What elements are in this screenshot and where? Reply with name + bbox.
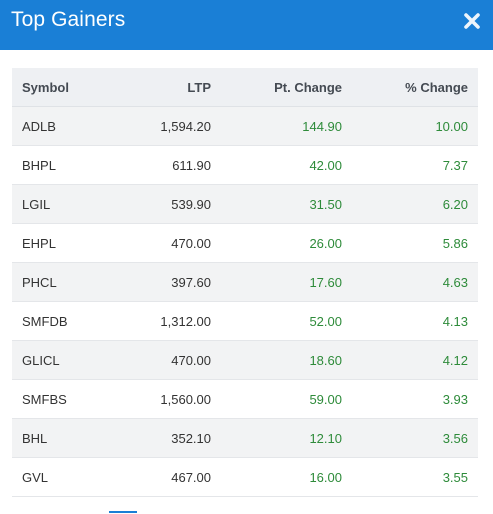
cell-ltp: 397.60 (120, 262, 221, 302)
table-row[interactable]: PHCL 397.60 17.60 4.63 (12, 262, 478, 302)
cell-pct-change: 4.12 (352, 340, 478, 380)
cell-symbol[interactable]: EHPL (12, 223, 120, 263)
gainers-table: Symbol LTP Pt. Change % Change ADLB 1,594… (12, 68, 478, 497)
cell-pct-change: 6.20 (352, 184, 478, 224)
cell-ltp: 467.00 (120, 457, 221, 497)
cell-pct-change: 10.00 (352, 106, 478, 146)
table-row[interactable]: BHL 352.10 12.10 3.56 (12, 418, 478, 458)
cell-pct-change: 7.37 (352, 145, 478, 185)
cell-symbol[interactable]: LGIL (12, 184, 120, 224)
cell-pt-change: 18.60 (221, 340, 352, 380)
cell-pt-change: 52.00 (221, 301, 352, 341)
column-header-pct-change[interactable]: % Change (352, 68, 478, 107)
cell-ltp: 611.90 (120, 145, 221, 185)
cell-ltp: 1,312.00 (120, 301, 221, 341)
table-row[interactable]: SMFBS 1,560.00 59.00 3.93 (12, 379, 478, 419)
cell-symbol[interactable]: SMFDB (12, 301, 120, 341)
table-row[interactable]: SMFDB 1,312.00 52.00 4.13 (12, 301, 478, 341)
cell-symbol[interactable]: ADLB (12, 106, 120, 146)
cell-ltp: 470.00 (120, 340, 221, 380)
cell-pt-change: 12.10 (221, 418, 352, 458)
column-header-symbol[interactable]: Symbol (12, 68, 120, 107)
cell-pct-change: 4.63 (352, 262, 478, 302)
modal-header: Top Gainers (0, 0, 493, 50)
cell-pct-change: 3.55 (352, 457, 478, 497)
modal-title: Top Gainers (11, 8, 126, 31)
cell-symbol[interactable]: BHPL (12, 145, 120, 185)
cell-pct-change: 3.56 (352, 418, 478, 458)
cell-pt-change: 26.00 (221, 223, 352, 263)
cell-ltp: 352.10 (120, 418, 221, 458)
cell-pt-change: 144.90 (221, 106, 352, 146)
table-row[interactable]: BHPL 611.90 42.00 7.37 (12, 145, 478, 185)
table-row[interactable]: GLICL 470.00 18.60 4.12 (12, 340, 478, 380)
cell-pct-change: 5.86 (352, 223, 478, 263)
gainers-table-container: Symbol LTP Pt. Change % Change ADLB 1,594… (12, 68, 478, 497)
cell-ltp: 1,594.20 (120, 106, 221, 146)
table-row[interactable]: LGIL 539.90 31.50 6.20 (12, 184, 478, 224)
cell-pt-change: 59.00 (221, 379, 352, 419)
table-row[interactable]: GVL 467.00 16.00 3.55 (12, 457, 478, 497)
cell-symbol[interactable]: SMFBS (12, 379, 120, 419)
cell-pt-change: 42.00 (221, 145, 352, 185)
table-header-row: Symbol LTP Pt. Change % Change (12, 68, 478, 107)
cell-symbol[interactable]: PHCL (12, 262, 120, 302)
cell-pt-change: 16.00 (221, 457, 352, 497)
close-icon (464, 13, 480, 29)
cell-ltp: 470.00 (120, 223, 221, 263)
cell-ltp: 539.90 (120, 184, 221, 224)
cell-symbol[interactable]: BHL (12, 418, 120, 458)
cell-pct-change: 4.13 (352, 301, 478, 341)
scroll-indicator (109, 511, 137, 513)
cell-ltp: 1,560.00 (120, 379, 221, 419)
cell-pt-change: 31.50 (221, 184, 352, 224)
cell-symbol[interactable]: GVL (12, 457, 120, 497)
cell-pt-change: 17.60 (221, 262, 352, 302)
column-header-pt-change[interactable]: Pt. Change (221, 68, 352, 107)
column-header-ltp[interactable]: LTP (120, 68, 221, 107)
table-row[interactable]: EHPL 470.00 26.00 5.86 (12, 223, 478, 263)
cell-symbol[interactable]: GLICL (12, 340, 120, 380)
table-row[interactable]: ADLB 1,594.20 144.90 10.00 (12, 106, 478, 146)
cell-pct-change: 3.93 (352, 379, 478, 419)
close-button[interactable] (461, 10, 483, 32)
